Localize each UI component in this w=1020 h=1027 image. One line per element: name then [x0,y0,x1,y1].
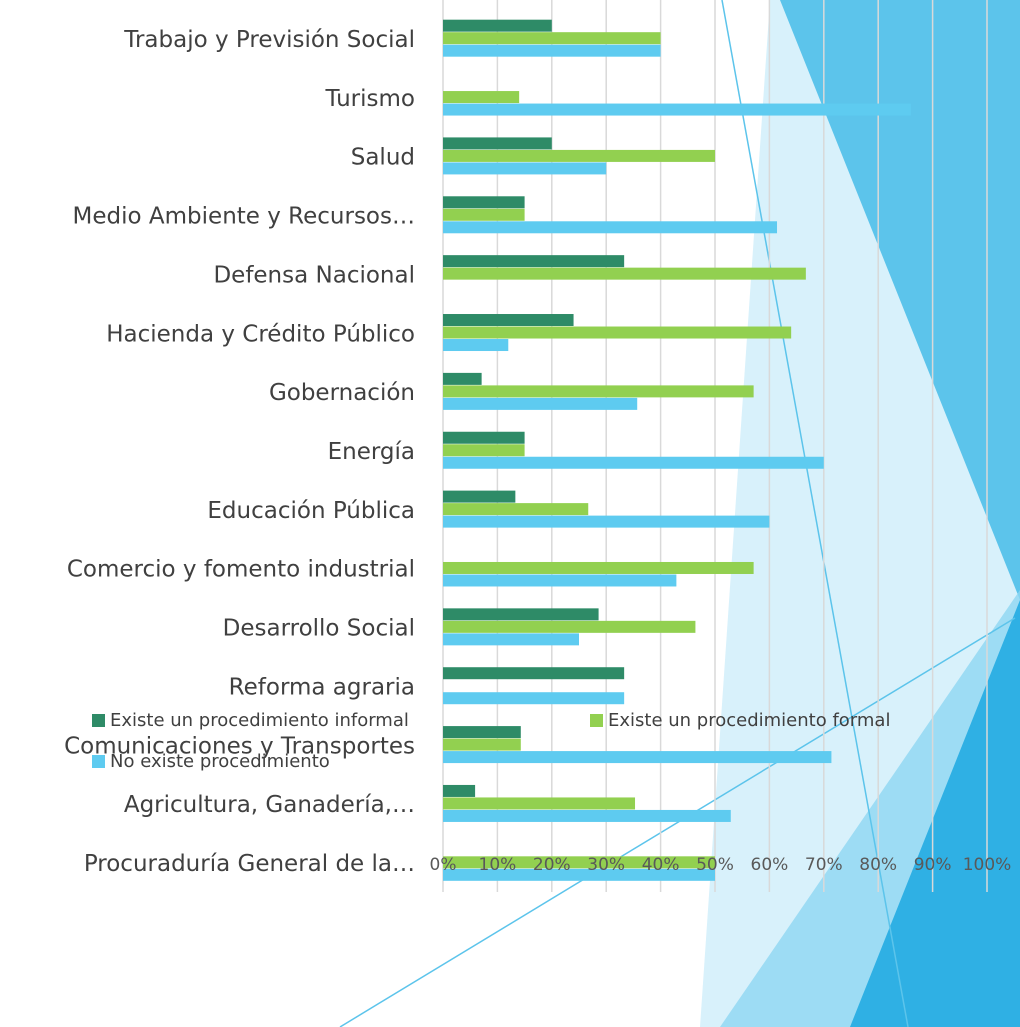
y-tick-label: Hacienda y Crédito Público [106,321,415,347]
y-tick-label: Defensa Nacional [213,262,415,288]
x-tick-label: 0% [430,855,457,875]
bar [443,326,792,339]
bar [443,19,552,32]
y-tick-label: Agricultura, Ganadería,… [124,792,415,818]
bar [443,797,636,810]
bar [443,385,754,398]
bar [443,32,661,45]
legend-swatch [92,714,105,727]
y-tick-label: Desarrollo Social [223,616,415,642]
bar [443,738,521,751]
bar [443,456,824,469]
bar [443,868,715,881]
bar [443,149,715,162]
bar [443,208,525,221]
bar [443,515,770,528]
bar [443,137,552,150]
x-tick-label: 10% [479,855,517,875]
labels: 0% 10% 20% 30% 40% 50% 60% 70% 80% 90% 100% Trabajo… [64,27,1011,877]
bar [443,608,599,621]
bar [443,620,696,633]
decor-shape [780,0,1020,600]
bar [443,726,521,739]
bar [443,503,589,516]
bar [443,809,731,822]
bar [443,667,625,680]
legend-label: Existe un procedimiento informal [110,710,409,731]
y-tick-label: Procuraduría General de la… [84,851,415,877]
bar [443,444,525,457]
y-tick-label: Medio Ambiente y Recursos… [73,204,415,230]
x-tick-label: 40% [642,855,680,875]
bar [443,267,806,280]
y-tick-label: Salud [351,145,415,171]
bar [443,751,832,764]
bar [443,162,607,175]
x-tick-label: 60% [751,855,789,875]
bar [443,91,520,104]
bar [443,431,525,444]
y-tick-label: Gobernación [269,380,415,406]
y-tick-label: Comunicaciones y Transportes [64,733,415,759]
x-tick-label: 50% [696,855,734,875]
x-tick-label: 80% [859,855,897,875]
grid [442,0,988,892]
legend-swatch [92,755,105,768]
y-tick-label: Turismo [325,86,415,112]
y-tick-label: Educación Pública [207,498,415,524]
bar [443,561,754,574]
y-tick-label: Reforma agraria [229,674,415,700]
decor-line [339,617,1016,1027]
bar [443,490,516,503]
y-tick-label: Energía [328,439,415,465]
bar [443,221,778,234]
bar [443,255,625,268]
decor-shape [850,600,1020,1027]
legend-label: Existe un procedimiento formal [608,710,890,731]
bar [443,339,509,352]
x-tick-label: 90% [914,855,952,875]
x-tick-label: 70% [805,855,843,875]
bar [443,856,715,869]
bars [443,19,911,881]
bar [443,574,677,587]
bar [443,103,911,116]
decor-line [721,0,909,1027]
bar [443,196,525,209]
bar [443,314,574,327]
bar [443,44,661,57]
y-tick-label: Comercio y fomento industrial [67,557,415,583]
bar [443,633,579,646]
y-tick-label: Trabajo y Previsión Social [123,27,415,53]
x-tick-label: 30% [587,855,625,875]
bar [443,784,476,797]
bar [443,372,482,385]
x-tick-label: 100% [963,855,1012,875]
bar [443,692,625,705]
bar [443,397,638,410]
legend-label: No existe procedimiento [110,751,330,772]
legend-swatch [590,714,603,727]
background-decoration [339,0,1020,1027]
x-tick-label: 20% [533,855,571,875]
